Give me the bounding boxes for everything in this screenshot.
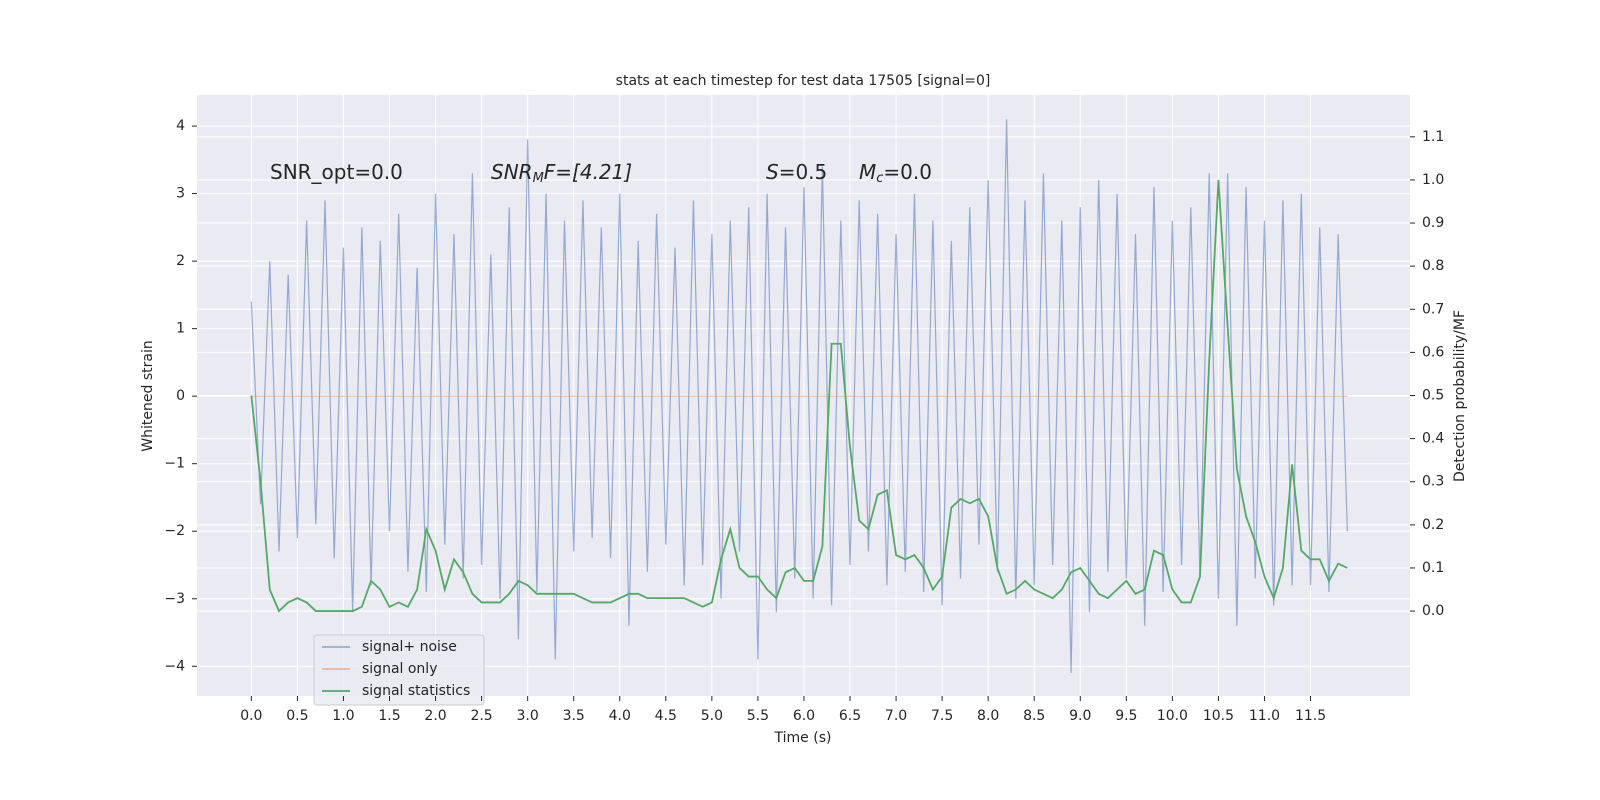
y2-tick-label: 0.6 — [1422, 344, 1444, 360]
x-tick-label: 9.5 — [1115, 708, 1137, 724]
legend-label: signal statistics — [362, 683, 470, 699]
x-tick-label: 3.0 — [517, 708, 539, 724]
x-tick-label: 1.0 — [332, 708, 354, 724]
x-tick-label: 2.5 — [470, 708, 492, 724]
annotation-text: S — [766, 160, 779, 184]
x-tick-label: 11.5 — [1295, 708, 1326, 724]
x-tick-label: 11.0 — [1249, 708, 1280, 724]
y2-tick-label: 0.8 — [1422, 258, 1444, 274]
x-tick-label: 9.0 — [1069, 708, 1091, 724]
legend-label: signal+ noise — [362, 639, 457, 655]
annotation-text: SNR_opt=0.0 — [270, 160, 403, 184]
marks — [250, 119, 1348, 674]
legend-label: signal only — [362, 661, 437, 677]
x-tick-label: 1.5 — [378, 708, 400, 724]
y-tick-label: −4 — [164, 658, 185, 674]
y-tick-label: −3 — [164, 591, 185, 607]
annotation: SNR_opt=0.0 — [270, 160, 403, 184]
x-tick-label: 4.5 — [655, 708, 677, 724]
x-tick-label: 0.5 — [286, 708, 308, 724]
x-tick-label: 10.0 — [1157, 708, 1188, 724]
y2-tick-label: 0.0 — [1422, 603, 1444, 619]
series-line — [250, 179, 1348, 613]
y-axis-label: Whitened strain — [140, 340, 156, 451]
x-axis-label: Time (s) — [774, 730, 832, 746]
y-tick-label: 3 — [176, 186, 185, 202]
y2-tick-label: 0.3 — [1422, 474, 1444, 490]
y-tick-label: 4 — [176, 118, 185, 134]
x-tick-label: 10.5 — [1203, 708, 1234, 724]
x-tick-label: 6.0 — [793, 708, 815, 724]
annotation-text: F=[4.21] — [544, 160, 632, 184]
annotation: SNRMF=[4.21] — [491, 160, 632, 186]
y-tick-label: 2 — [176, 253, 185, 269]
x-tick-label: 5.5 — [747, 708, 769, 724]
y2-tick-label: 0.5 — [1422, 388, 1444, 404]
annotation-text: SNR — [491, 160, 533, 184]
series-line — [250, 119, 1348, 674]
x-tick-label: 3.5 — [563, 708, 585, 724]
y2-tick-label: 0.9 — [1422, 215, 1444, 231]
y2-tick-label: 0.7 — [1422, 301, 1444, 317]
annotation-subscript: c — [876, 171, 883, 186]
x-tick-label: 6.5 — [839, 708, 861, 724]
legend: signal+ noise signal only signal statistic… — [313, 634, 485, 706]
y2-axis-label: Detection probability/MF — [1452, 310, 1468, 482]
x-tick-label: 7.5 — [931, 708, 953, 724]
annotation-text: M — [859, 160, 876, 184]
x-tick-label: 0.0 — [240, 708, 262, 724]
annotation: S=0.5 — [766, 160, 827, 184]
y2-tick-label: 0.1 — [1422, 560, 1444, 576]
x-tick-label: 2.0 — [424, 708, 446, 724]
y-tick-label: −2 — [164, 523, 185, 539]
y-tick-label: 0 — [176, 388, 185, 404]
annotation-subscript: M — [533, 171, 544, 186]
x-tick-label: 8.5 — [1023, 708, 1045, 724]
y2-tick-label: 0.2 — [1422, 517, 1444, 533]
y-tick-label: −1 — [164, 456, 185, 472]
y2-tick-label: 1.1 — [1422, 129, 1444, 145]
x-tick-label: 7.0 — [885, 708, 907, 724]
y2-tick-label: 1.0 — [1422, 172, 1444, 188]
annotation: Mc=0.0 — [859, 160, 932, 186]
x-tick-label: 4.0 — [609, 708, 631, 724]
x-tick-label: 5.0 — [701, 708, 723, 724]
x-tick-label: 8.0 — [977, 708, 999, 724]
y2-tick-label: 0.4 — [1422, 431, 1444, 447]
annotation-text: =0.0 — [883, 160, 932, 184]
y-tick-label: 1 — [176, 321, 185, 337]
legend-box — [313, 634, 485, 706]
chart-title: stats at each timestep for test data 175… — [616, 73, 991, 89]
annotation-text: =0.5 — [779, 160, 828, 184]
